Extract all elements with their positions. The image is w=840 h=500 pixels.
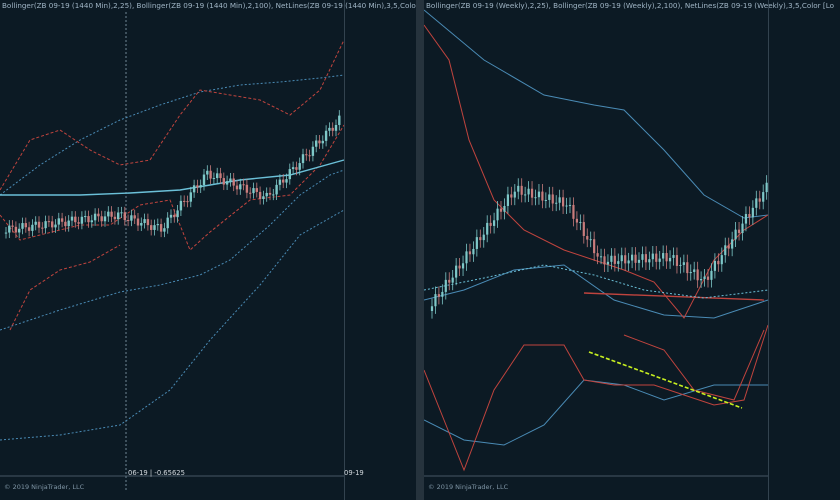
daily-chart-panel[interactable]: Bollinger(ZB 09-19 (1440 Min),2,25), Bol… bbox=[0, 0, 416, 500]
panel-separator[interactable] bbox=[416, 0, 424, 500]
crosshair-label: 06-19 | -0.65625 bbox=[128, 469, 185, 477]
weekly-chart-panel[interactable]: Bollinger(ZB 09-19 (Weekly),2,25), Bolli… bbox=[424, 0, 840, 500]
weekly-copyright: © 2019 NinjaTrader, LLC bbox=[428, 483, 509, 491]
daily-chart-header: Bollinger(ZB 09-19 (1440 Min),2,25), Bol… bbox=[2, 1, 416, 10]
daily-chart-plot[interactable] bbox=[0, 0, 416, 500]
daily-price-axis[interactable] bbox=[344, 0, 416, 500]
weekly-chart-header: Bollinger(ZB 09-19 (Weekly),2,25), Bolli… bbox=[426, 1, 834, 10]
weekly-price-axis[interactable] bbox=[768, 0, 840, 500]
crosshair-x-label: 09-19 bbox=[344, 469, 364, 477]
daily-copyright: © 2019 NinjaTrader, LLC bbox=[4, 483, 85, 491]
weekly-chart-plot[interactable] bbox=[424, 0, 840, 500]
